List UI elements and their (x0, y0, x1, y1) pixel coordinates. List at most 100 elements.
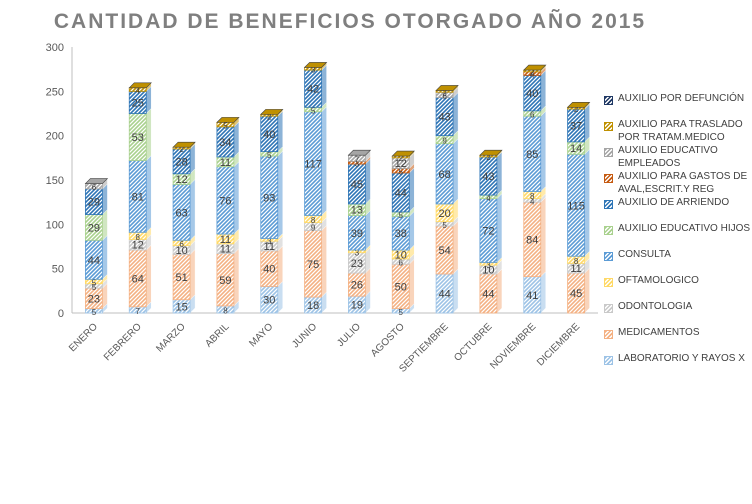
bar-segment-side (277, 150, 283, 240)
legend-label: AUXILIO EDUCATIVO HIJOS (618, 223, 751, 234)
bar-top-cap (172, 141, 196, 148)
data-label: 4 (136, 87, 141, 96)
data-label: 26 (351, 280, 363, 292)
data-label: 10 (175, 245, 187, 257)
data-label: 53 (132, 132, 144, 144)
data-label: 3 (486, 261, 491, 270)
legend-swatch (604, 174, 613, 183)
data-label: 29 (88, 222, 100, 234)
bar-segment-side (409, 167, 415, 213)
data-label: 4 (530, 197, 535, 206)
data-label: 64 (132, 273, 144, 285)
legend-label: LABORATORIO Y RAYOS X (618, 353, 745, 364)
data-label: 7 (355, 155, 360, 164)
bar-segment-side (540, 271, 546, 314)
data-label: 85 (526, 149, 538, 161)
legend-item: AUXILIO EDUCATIVO EMPLEADOS (604, 144, 752, 170)
legend-item: AUXILIO EDUCATIVO HIJOS (604, 222, 752, 248)
data-label: 5 (92, 279, 97, 288)
data-label: 4 (486, 194, 491, 203)
legend-label: AUXILIO PARA GASTOS DE AVAL,ESCRIT.Y REG (618, 171, 748, 195)
data-label: 39 (351, 228, 363, 240)
data-label: 40 (263, 264, 275, 276)
data-label: 44 (438, 288, 450, 300)
data-label: 11 (570, 263, 581, 275)
bar-segment-side (233, 121, 240, 158)
data-label: 6 (399, 259, 404, 268)
data-label: 45 (570, 288, 582, 300)
legend-item: CONSULTA (604, 248, 752, 274)
legend-swatch (604, 148, 613, 157)
data-label: 3 (355, 248, 360, 257)
data-label: 9 (311, 224, 316, 233)
bar-top-cap (84, 178, 109, 184)
bar-segment-side (452, 220, 459, 275)
y-tick-label: 50 (52, 264, 64, 276)
data-label: 2 (486, 153, 491, 162)
bar-segment-side (540, 110, 546, 193)
data-label: 44 (482, 288, 494, 300)
chart-title: CANTIDAD DE BENEFICIOS OTORGADO AÑO 2015 (53, 10, 647, 33)
data-label: 93 (263, 192, 275, 204)
data-label: 7 (136, 307, 141, 316)
x-tick-label: ABRIL (203, 321, 232, 350)
data-label: 6 (530, 111, 535, 120)
legend-item: OFTAMOLOGICO (604, 274, 752, 300)
bar-segment-side (496, 151, 503, 196)
legend-label: AUXILIO EDUCATIVO EMPLEADOS (618, 145, 718, 169)
x-tick-label: AGOSTO (369, 321, 407, 359)
bar-top-cap (260, 109, 284, 115)
data-label: 15 (175, 301, 187, 313)
data-label: 50 (395, 281, 407, 293)
data-label: 8 (311, 216, 316, 225)
bar-top-cap (566, 101, 591, 108)
bar-segment-side (146, 155, 152, 233)
bar-segment-side (365, 209, 371, 251)
data-label: 25 (132, 97, 144, 109)
x-tick-label: JUNIO (290, 321, 319, 350)
legend-swatch (604, 252, 613, 261)
data-label: 8 (574, 257, 579, 266)
data-label: 2 (399, 154, 404, 163)
data-label: 10 (482, 265, 494, 277)
data-label: 34 (219, 137, 231, 149)
data-label: 76 (219, 195, 231, 207)
legend-label: AUXILIO POR DEFUNCIÓN (618, 93, 745, 104)
bar-segment-side (540, 196, 546, 278)
bar-segment-side (321, 64, 327, 108)
bar-segment-side (452, 138, 459, 205)
data-label: 40 (263, 129, 275, 141)
data-label: 14 (570, 143, 582, 155)
bar-segment-side (584, 267, 590, 314)
data-label: 41 (526, 290, 538, 302)
legend-label: ODONTOLOGIA (618, 301, 693, 312)
data-label: 5 (311, 107, 316, 116)
bar-segment-side (452, 268, 459, 314)
legend-item: ODONTOLOGIA (604, 300, 752, 326)
bar-segment-side (496, 268, 503, 314)
bar-segment-side (146, 244, 152, 308)
data-label: 117 (304, 159, 322, 171)
y-tick-label: 300 (46, 42, 64, 54)
bar-segment-side (277, 110, 283, 153)
bar-segment-side (452, 92, 459, 137)
data-label: 44 (395, 187, 407, 199)
data-label: 12 (132, 240, 144, 252)
data-label: 63 (175, 207, 187, 219)
legend-swatch (604, 96, 613, 105)
data-label: 12 (395, 158, 407, 170)
data-label: 23 (88, 293, 100, 305)
data-label: 2 (267, 112, 272, 121)
data-label: 10 (395, 249, 407, 261)
data-label: 84 (526, 234, 538, 246)
data-label: 38 (395, 228, 407, 240)
x-tick-label: NOVIEMBRE (488, 321, 538, 371)
data-label: 44 (88, 255, 100, 267)
data-label: 4 (530, 71, 535, 80)
x-tick-label: JULIO (335, 321, 363, 349)
data-label: 43 (482, 171, 494, 183)
bar-segment-side (321, 225, 327, 298)
data-label: 6 (179, 240, 184, 249)
legend-label: CONSULTA (618, 249, 671, 260)
